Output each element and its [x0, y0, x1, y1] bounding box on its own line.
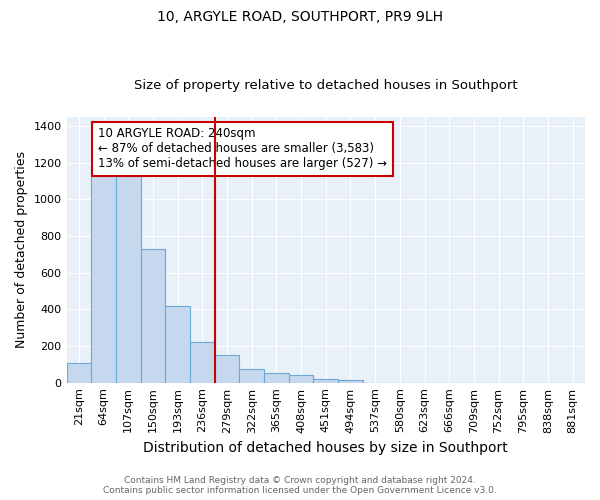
Bar [264, 372, 289, 382]
Bar [91, 170, 116, 382]
Bar [338, 380, 363, 382]
Title: Size of property relative to detached houses in Southport: Size of property relative to detached ho… [134, 79, 518, 92]
Bar [165, 306, 190, 382]
X-axis label: Distribution of detached houses by size in Southport: Distribution of detached houses by size … [143, 441, 508, 455]
Text: 10 ARGYLE ROAD: 240sqm
← 87% of detached houses are smaller (3,583)
13% of semi-: 10 ARGYLE ROAD: 240sqm ← 87% of detached… [98, 128, 386, 170]
Bar [140, 249, 165, 382]
Bar [313, 379, 338, 382]
Text: 10, ARGYLE ROAD, SOUTHPORT, PR9 9LH: 10, ARGYLE ROAD, SOUTHPORT, PR9 9LH [157, 10, 443, 24]
Bar [190, 342, 215, 382]
Bar [239, 369, 264, 382]
Bar [67, 363, 91, 382]
Y-axis label: Number of detached properties: Number of detached properties [15, 151, 28, 348]
Text: Contains HM Land Registry data © Crown copyright and database right 2024.
Contai: Contains HM Land Registry data © Crown c… [103, 476, 497, 495]
Bar [116, 170, 140, 382]
Bar [215, 355, 239, 382]
Bar [289, 376, 313, 382]
